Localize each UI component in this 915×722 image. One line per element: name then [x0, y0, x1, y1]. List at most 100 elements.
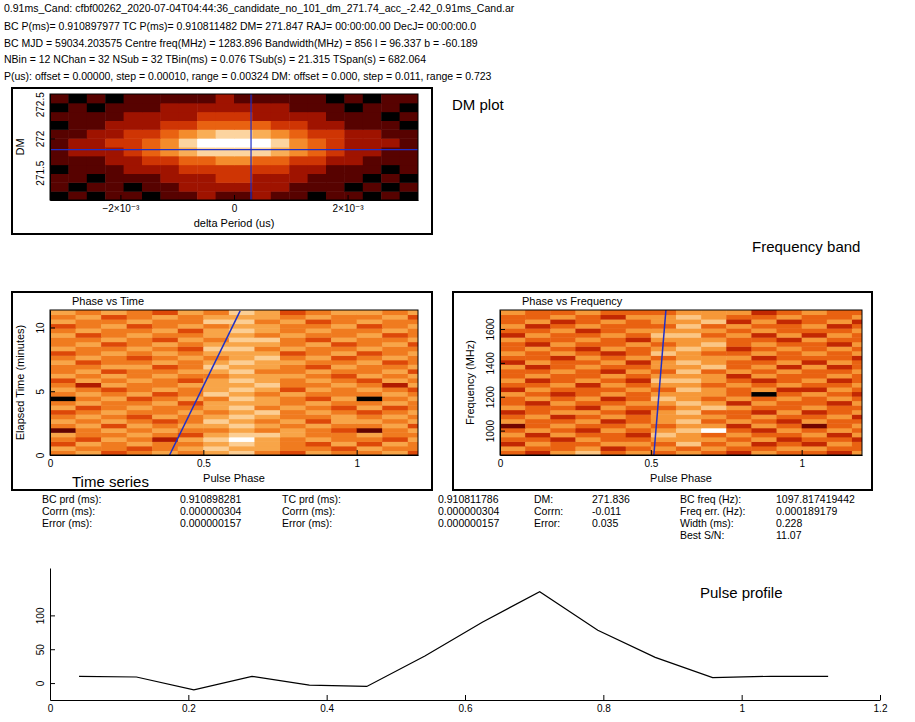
cell	[525, 387, 551, 392]
cell	[575, 310, 601, 315]
stat-label: BC freq (Hz):	[680, 493, 741, 505]
cell	[229, 396, 255, 401]
cell	[203, 351, 229, 356]
cell	[68, 121, 87, 130]
cell	[229, 419, 255, 424]
cell	[500, 315, 526, 320]
cell	[357, 315, 383, 320]
cell	[626, 423, 652, 428]
cell	[601, 437, 627, 442]
cell	[601, 360, 627, 365]
tick-label: 0.4	[320, 703, 334, 714]
cell	[101, 373, 127, 378]
cell	[852, 419, 862, 424]
cell	[160, 147, 179, 156]
cell	[306, 405, 332, 410]
cell	[124, 165, 143, 174]
cell	[408, 446, 418, 451]
cell	[500, 360, 526, 365]
cell	[229, 387, 255, 392]
cell	[87, 165, 106, 174]
cell	[777, 328, 803, 333]
cell	[357, 428, 383, 433]
cell	[178, 369, 204, 374]
cell	[306, 378, 332, 383]
cell	[400, 147, 418, 156]
cell	[601, 355, 627, 360]
cell	[76, 423, 102, 428]
cell	[626, 396, 652, 401]
cell	[252, 121, 271, 130]
cell	[751, 360, 777, 365]
cell	[726, 401, 752, 406]
panel-title: Phase vs Time	[72, 295, 144, 307]
cell	[550, 414, 576, 419]
cell	[550, 410, 576, 415]
cell	[344, 156, 363, 165]
cell	[382, 446, 408, 451]
cell	[626, 446, 652, 451]
cell	[331, 360, 357, 365]
cell	[575, 423, 601, 428]
cell	[777, 333, 803, 338]
cell	[127, 414, 153, 419]
cell	[751, 315, 777, 320]
cell	[382, 396, 408, 401]
cell	[229, 401, 255, 406]
cell	[408, 405, 418, 410]
cell	[701, 351, 727, 356]
cell	[280, 373, 306, 378]
cell	[280, 364, 306, 369]
cell	[525, 364, 551, 369]
cell	[601, 441, 627, 446]
cell	[550, 432, 576, 437]
x-axis: 00.20.40.60.811.2	[48, 695, 888, 714]
cell	[105, 112, 124, 121]
cell	[50, 383, 76, 388]
cell	[777, 396, 803, 401]
cell	[254, 392, 280, 397]
cell	[254, 373, 280, 378]
cell	[124, 121, 143, 130]
cell	[280, 401, 306, 406]
cell	[254, 387, 280, 392]
cell	[229, 369, 255, 374]
cell	[382, 337, 408, 342]
cell	[400, 174, 418, 183]
cell	[601, 337, 627, 342]
cell	[500, 437, 526, 442]
cell	[68, 147, 87, 156]
cell	[701, 405, 727, 410]
axis-line	[51, 200, 419, 201]
cell	[124, 174, 143, 183]
cell	[308, 182, 327, 191]
tick: 1600	[485, 318, 505, 341]
cell	[802, 383, 828, 388]
cell	[101, 369, 127, 374]
cell	[676, 364, 702, 369]
cell	[777, 351, 803, 356]
axis-line	[50, 95, 51, 201]
cell	[626, 364, 652, 369]
cell	[726, 346, 752, 351]
cell	[280, 342, 306, 347]
cell	[50, 405, 76, 410]
cell	[254, 414, 280, 419]
cell	[575, 428, 601, 433]
cell	[651, 383, 677, 388]
header-line: NBin = 12 NChan = 32 NSub = 32 TBin(ms) …	[4, 53, 426, 65]
cell	[197, 191, 216, 200]
cell	[400, 182, 418, 191]
cell	[701, 337, 727, 342]
cell	[280, 351, 306, 356]
tick-label: 1.2	[874, 703, 888, 714]
panel-title: Phase vs Frequency	[522, 295, 623, 307]
cell	[525, 351, 551, 356]
cell	[400, 156, 418, 165]
cell	[179, 174, 198, 183]
cell	[802, 342, 828, 347]
y-axis: 271.5272272.5	[35, 92, 55, 201]
cell	[254, 355, 280, 360]
tick-label: 0.5	[644, 458, 658, 469]
cell	[751, 432, 777, 437]
